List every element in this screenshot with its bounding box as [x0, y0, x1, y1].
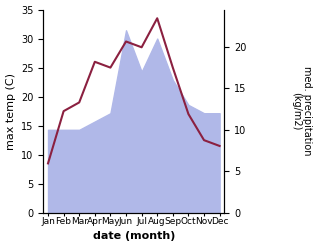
Y-axis label: med. precipitation
(kg/m2): med. precipitation (kg/m2): [291, 66, 313, 156]
X-axis label: date (month): date (month): [93, 231, 175, 242]
Y-axis label: max temp (C): max temp (C): [5, 73, 16, 150]
